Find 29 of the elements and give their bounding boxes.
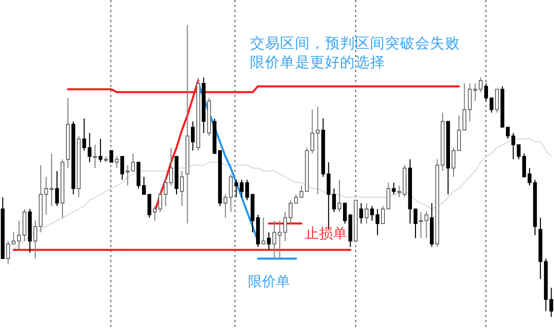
candlestick [98,138,102,163]
candlestick [316,106,320,195]
candlestick [262,217,266,244]
candlestick [278,220,282,260]
annotation: 止损单 [305,226,347,242]
candlestick [266,232,271,250]
candlestick [152,206,157,222]
candlestick [109,150,114,163]
annotation: 交易区间，预判区间突破会失败 [250,35,460,52]
candlestick [364,202,369,224]
candlestick [114,156,119,169]
annotation: 限价单 [248,274,290,290]
candlestick [180,170,184,207]
annotation: 限价单是更好的选择 [250,54,385,71]
candlestick [495,88,499,114]
candlestick [158,190,162,212]
candlestick [93,144,97,169]
candlestick [190,120,195,152]
candlestick [234,179,238,198]
candlestick [338,179,342,212]
candlestick [511,132,516,160]
candlestick [55,170,59,207]
candlestick [549,287,554,318]
candlestick [359,202,364,224]
candlestick [392,182,396,195]
candlestick [272,220,276,260]
candlestick [478,77,483,93]
candlestick [120,156,124,180]
candlestick [33,220,38,260]
